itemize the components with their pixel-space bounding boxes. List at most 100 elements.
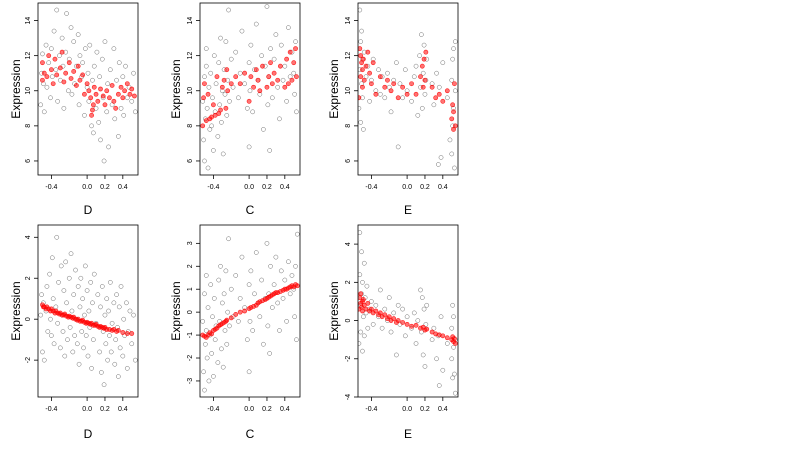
fitted-point [285, 81, 291, 87]
x-tick-label: 0.2 [100, 184, 110, 191]
observed-point [71, 292, 77, 297]
observed-point [99, 56, 105, 62]
observed-point [80, 60, 85, 66]
observed-point [370, 322, 376, 327]
fitted-point [421, 56, 427, 62]
y-axis-title: Expression [327, 281, 341, 340]
observed-point [286, 259, 291, 265]
observed-point [96, 120, 102, 125]
observed-point [200, 318, 206, 324]
fitted-point [89, 112, 94, 118]
observed-point [54, 7, 60, 13]
observed-point [452, 88, 458, 94]
observed-point [209, 351, 214, 356]
observed-point [404, 314, 410, 320]
plot-points [200, 231, 300, 393]
observed-point [74, 341, 80, 347]
observed-point [236, 95, 241, 101]
observed-point [449, 77, 455, 83]
fitted-point [363, 306, 369, 312]
observed-point [436, 383, 442, 388]
observed-point [70, 349, 76, 355]
fitted-point [368, 81, 374, 87]
y-tick-label: -4 [345, 394, 352, 400]
fitted-point [422, 77, 428, 83]
observed-point [127, 308, 133, 314]
x-tick-label: 0.4 [280, 184, 290, 191]
x-tick-label: 0.0 [82, 406, 92, 413]
fitted-point [228, 81, 234, 87]
fitted-point [269, 81, 275, 87]
observed-point [417, 53, 422, 59]
observed-point [85, 70, 91, 76]
observed-point [206, 378, 212, 384]
y-tick-label: 12 [187, 52, 194, 60]
observed-point [114, 77, 119, 83]
x-tick-label: 0.4 [118, 184, 128, 191]
observed-point [129, 98, 135, 104]
observed-point [203, 328, 209, 333]
y-tick-label: 0 [25, 317, 32, 321]
observed-point [49, 255, 55, 261]
observed-point [411, 74, 417, 80]
observed-point [86, 308, 92, 314]
observed-point [91, 63, 97, 69]
panel-2: -0.4 0.0 0.2 0.4 6 8 10 12 14 C Expression [169, 2, 301, 217]
observed-point [450, 56, 455, 62]
observed-point [62, 353, 68, 359]
y-tick-label: 6 [187, 159, 194, 163]
observed-point [220, 364, 226, 370]
fitted-point [251, 84, 256, 90]
observed-point [385, 70, 390, 76]
fitted-point [391, 316, 397, 322]
fitted-point [452, 123, 458, 129]
fitted-point [409, 323, 414, 329]
observed-point [273, 254, 279, 260]
observed-point [289, 273, 295, 278]
fitted-point [233, 74, 239, 80]
plot-frame [199, 2, 301, 176]
observed-point [221, 291, 227, 297]
y-tick-label: 14 [187, 17, 194, 25]
fitted-point [54, 72, 60, 78]
fitted-point [88, 95, 94, 101]
observed-point [77, 304, 83, 310]
observed-point [264, 241, 270, 246]
x-tick-label: 0.2 [262, 406, 272, 413]
observed-point [209, 123, 214, 129]
x-tick-label: 0.2 [262, 184, 272, 191]
observed-point [358, 105, 362, 111]
observed-point [222, 91, 228, 97]
observed-point [211, 374, 216, 379]
fitted-point [90, 107, 95, 113]
fitted-point [365, 300, 371, 306]
fitted-point [109, 83, 115, 88]
fitted-point [242, 70, 248, 76]
observed-point [69, 308, 75, 314]
observed-point [124, 300, 129, 306]
observed-point [449, 151, 455, 157]
observed-point [273, 32, 279, 37]
observed-point [247, 318, 253, 324]
observed-point [201, 369, 206, 375]
observed-point [244, 337, 250, 343]
observed-point [269, 305, 275, 310]
y-tick-label: 8 [187, 124, 194, 128]
observed-point [38, 102, 44, 108]
fitted-point [104, 88, 110, 94]
observed-point [382, 95, 388, 101]
observed-point [452, 371, 457, 377]
x-tick-label: -0.4 [365, 184, 377, 191]
y-tick-label: 14 [345, 17, 352, 25]
observed-point [450, 375, 455, 381]
fitted-point [388, 88, 394, 94]
fitted-point [237, 309, 243, 315]
fitted-point [93, 91, 99, 97]
y-axis-title: Expression [327, 59, 341, 118]
observed-point [91, 271, 97, 277]
observed-point [51, 341, 57, 347]
observed-point [236, 318, 241, 324]
observed-point [54, 234, 60, 240]
observed-point [57, 345, 63, 351]
x-tick-label: 0.0 [244, 406, 254, 413]
